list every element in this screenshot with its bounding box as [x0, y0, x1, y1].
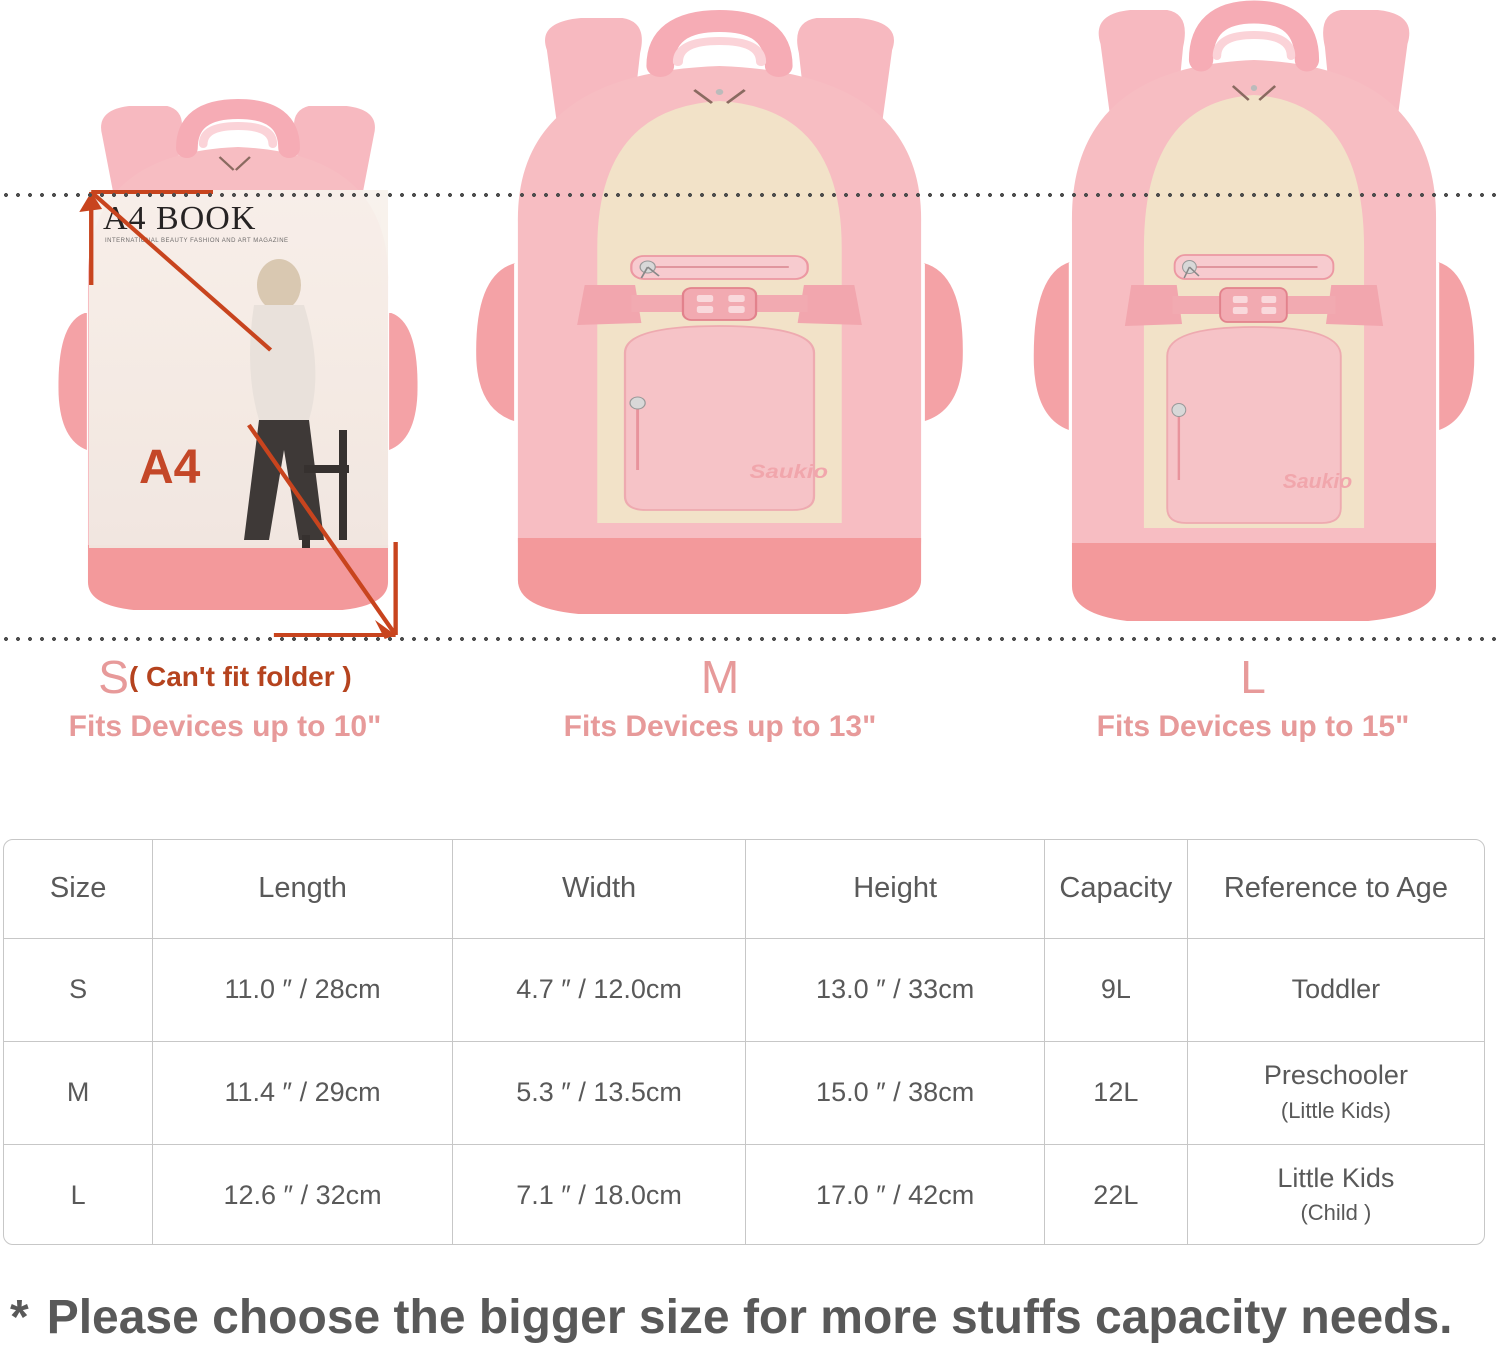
svg-text:Saukio: Saukio — [1283, 471, 1352, 493]
svg-text:Saukio: Saukio — [750, 460, 828, 482]
